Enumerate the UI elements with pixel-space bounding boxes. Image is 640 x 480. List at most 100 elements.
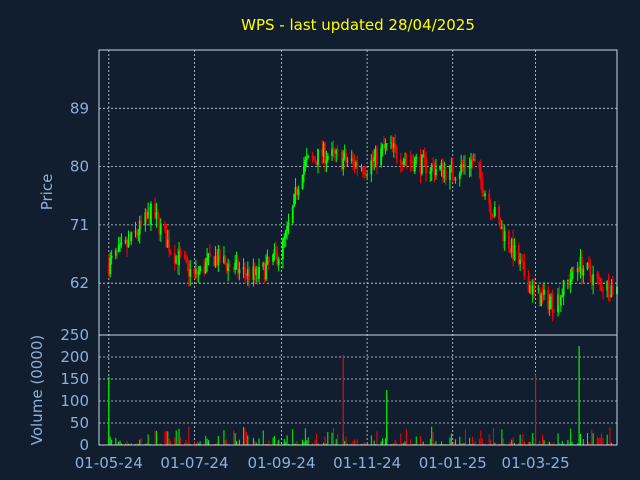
candle-body	[451, 164, 454, 178]
candle-body	[127, 239, 130, 248]
price-candles	[107, 133, 618, 322]
candle-body	[592, 274, 595, 285]
candle-body	[517, 245, 520, 264]
x-tick-01-07-24: 01-07-24	[160, 454, 228, 472]
candle-body	[503, 231, 506, 241]
candle-body	[238, 269, 241, 274]
candle-body	[552, 311, 555, 313]
volume-tick-0: 0	[79, 436, 89, 454]
candle-body	[322, 143, 325, 157]
candle-body	[543, 289, 545, 295]
candle-body	[399, 159, 402, 165]
candle-body	[586, 262, 589, 269]
candle-body	[232, 267, 235, 270]
candle-body	[530, 285, 533, 295]
candle-body	[551, 296, 554, 312]
candle-body	[371, 160, 374, 162]
candle-body	[362, 167, 364, 173]
candle-body	[547, 289, 550, 310]
candle-body	[145, 212, 148, 218]
candle-body	[395, 146, 398, 160]
candle-body	[463, 164, 465, 166]
candle-body	[244, 267, 246, 274]
candle-body	[479, 168, 482, 180]
candle-body	[373, 157, 376, 162]
candle-body	[176, 255, 179, 265]
volume-bars	[108, 346, 618, 445]
price-tick-89: 89	[70, 99, 89, 117]
candle-body	[409, 159, 412, 162]
candle-body	[119, 243, 121, 246]
candle-body	[333, 150, 336, 154]
candle-body	[173, 252, 176, 264]
candle-body	[402, 160, 405, 165]
candle-body	[120, 242, 123, 244]
candle-body	[235, 259, 238, 263]
candle-body	[148, 211, 151, 225]
price-axis-title: Price	[38, 174, 56, 211]
candle-body	[561, 295, 564, 297]
candle-body	[196, 269, 199, 276]
candle-body	[354, 162, 357, 167]
candle-body	[283, 237, 286, 240]
candle-body	[154, 203, 157, 219]
candle-body	[303, 165, 305, 176]
candle-body	[304, 160, 307, 166]
candle-body	[422, 154, 425, 156]
candle-body	[579, 256, 582, 272]
candle-body	[538, 288, 541, 307]
candle-body	[394, 143, 397, 147]
candle-body	[527, 275, 530, 293]
candle-body	[281, 239, 284, 260]
candle-body	[419, 157, 422, 174]
candle-body	[324, 143, 326, 164]
candle-body	[272, 254, 274, 262]
candle-body	[352, 158, 354, 161]
candle-body	[491, 213, 493, 216]
candle-body	[360, 167, 363, 169]
candle-body	[440, 163, 443, 167]
candle-body	[126, 240, 128, 248]
candle-body	[607, 281, 610, 298]
candle-body	[383, 145, 385, 149]
volume-tick-labels: 0 50 100 150 200 250	[60, 326, 89, 454]
candle-body	[150, 203, 152, 225]
candle-body	[217, 249, 220, 265]
candle-body	[164, 223, 166, 229]
candle-body	[197, 271, 200, 276]
candle-body	[443, 169, 446, 179]
candle-body	[227, 263, 230, 271]
candle-body	[602, 290, 604, 292]
candle-body	[335, 150, 338, 154]
candle-body	[134, 231, 137, 233]
candle-body	[165, 228, 168, 248]
candle-body	[199, 265, 201, 272]
candle-body	[307, 156, 310, 158]
candle-body	[107, 263, 110, 275]
candle-body	[266, 256, 269, 264]
candle-body	[596, 274, 599, 277]
candle-body	[558, 294, 561, 306]
candle-body	[404, 159, 406, 161]
candle-body	[529, 285, 531, 293]
candle-body	[258, 266, 260, 279]
candle-body	[482, 193, 485, 197]
candle-body	[581, 256, 583, 276]
candle-body	[124, 240, 127, 243]
candle-body	[464, 164, 467, 168]
volume-tick-150: 150	[60, 370, 89, 388]
candle-body	[568, 279, 571, 285]
candle-body	[157, 212, 159, 218]
candle-body	[276, 252, 279, 265]
candle-body	[442, 163, 444, 179]
candle-body	[449, 165, 451, 181]
candle-body	[263, 262, 266, 280]
candle-body	[287, 222, 290, 226]
candle-body	[213, 256, 216, 266]
candle-body	[140, 220, 143, 225]
candle-body	[208, 253, 211, 257]
candle-body	[412, 163, 415, 172]
candle-body	[562, 280, 565, 296]
candle-body	[513, 245, 516, 260]
